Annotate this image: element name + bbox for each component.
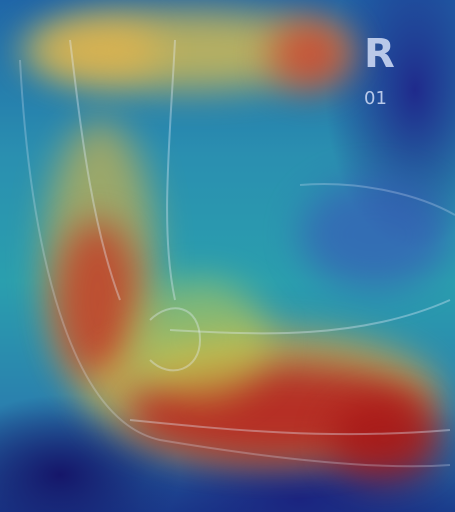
heat-region-top-left <box>40 20 160 80</box>
heat-region-left-hot <box>55 220 140 380</box>
forearm-outline-top <box>169 299 451 335</box>
humerus-outline <box>69 39 121 301</box>
elbow-joint-outline <box>149 307 202 372</box>
humerus-outline-inner <box>166 39 176 301</box>
heat-region-top-right-hot <box>270 20 350 90</box>
heat-region-right-cool <box>300 180 450 290</box>
soft-tissue-outline <box>19 59 451 468</box>
heat-region-elbow <box>130 280 270 400</box>
soft-tissue-upper <box>299 183 455 216</box>
heat-region-bottom-right-hot <box>330 400 440 480</box>
forearm-outline-bottom <box>129 419 451 436</box>
side-marker-label: R <box>364 31 395 77</box>
image-number-label: 01 <box>364 88 387 109</box>
